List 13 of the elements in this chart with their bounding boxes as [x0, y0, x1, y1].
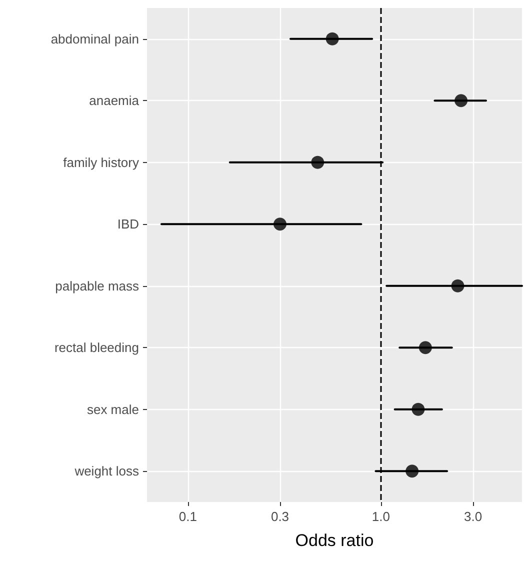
y-tick-label: sex male — [86, 402, 139, 417]
y-tick-label: rectal bleeding — [54, 340, 139, 356]
x-tick-label: 0.1 — [178, 509, 197, 524]
x-tick-label: 0.3 — [270, 509, 290, 524]
y-tick-label: family history — [63, 154, 140, 170]
x-tick-label: 3.0 — [464, 509, 482, 524]
y-tick-label: weight loss — [74, 464, 140, 479]
y-tick-label: abdominal pain — [50, 31, 139, 46]
x-tick-label: 1.0 — [372, 509, 390, 524]
y-tick-label: anaemia — [89, 93, 140, 108]
y-tick-label: palpable mass — [55, 278, 140, 294]
y-tick-label: IBD — [117, 216, 139, 232]
x-axis-title: Odds ratio — [295, 531, 374, 550]
